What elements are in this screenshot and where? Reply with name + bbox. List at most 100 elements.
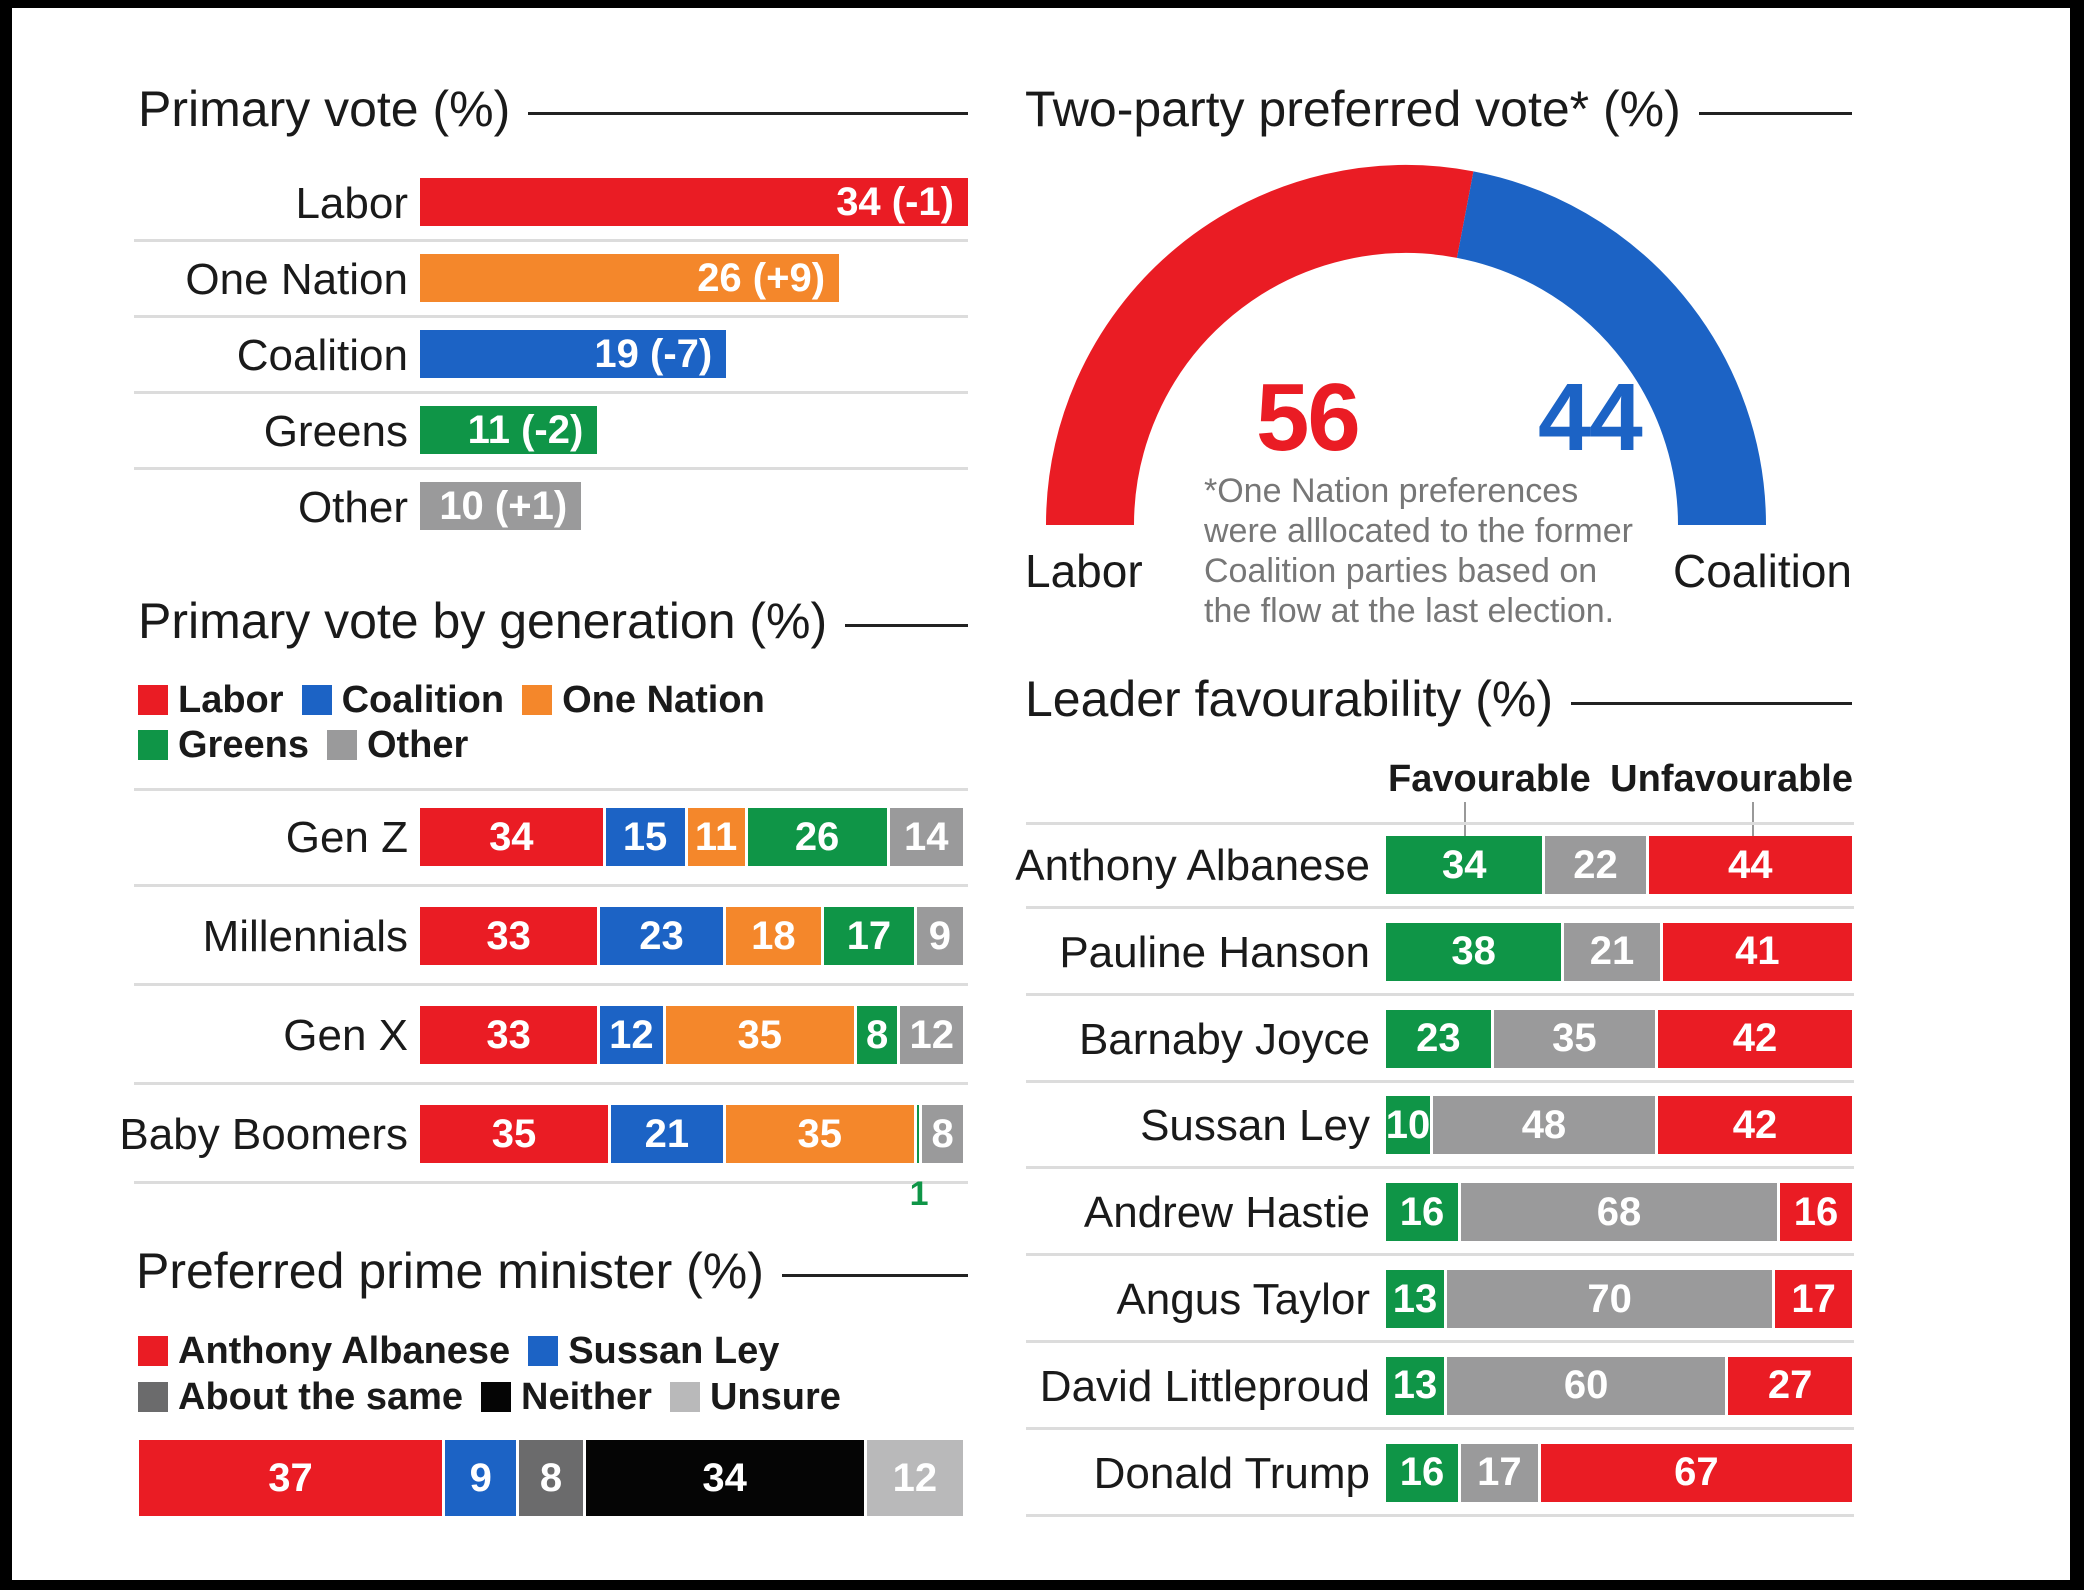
two-party-label-labor: Labor [1025, 545, 1143, 597]
generation-legend-swatch-4 [326, 730, 357, 760]
preferred-pm-seg-1: 9 [444, 1440, 517, 1516]
generation-row-3-seg-0: 35 [420, 1105, 609, 1163]
two-party-arc-0 [1046, 165, 1474, 526]
primary-vote-divider [134, 467, 968, 470]
generation-row-1-seg-0: 33 [420, 907, 598, 965]
unfavourable-header: Unfavourable [1610, 758, 1853, 800]
two-party-title: Two-party preferred vote* (%) [1025, 81, 1681, 137]
preferred-pm-title-rule [781, 1274, 968, 1277]
two-party-arc-1 [1456, 171, 1766, 526]
generation-divider [134, 884, 968, 887]
generation-title: Primary vote by generation (%) [138, 593, 828, 649]
generation-legend-swatch-2 [522, 685, 553, 715]
favourability-row-3-seg-1: 48 [1432, 1096, 1655, 1155]
favourability-row-2-seg-2: 42 [1658, 1009, 1852, 1068]
generation-divider [134, 788, 968, 791]
favourability-row-4-seg-0: 16 [1386, 1183, 1459, 1242]
favourability-label: Angus Taylor [1116, 1275, 1370, 1324]
favourability-label: David Littleproud [1039, 1361, 1370, 1411]
preferred-pm-legend-swatch-4 [669, 1382, 700, 1412]
favourability-row-2-seg-0: 23 [1386, 1009, 1491, 1068]
favourability-row-7-seg-0: 16 [1386, 1443, 1459, 1502]
generation-legend-swatch-3 [138, 730, 168, 760]
favourability-label: Donald Trump [1093, 1448, 1370, 1498]
generation-legend-label-2: One Nation [562, 679, 765, 721]
generation-row-3-seg-1: 21 [611, 1105, 723, 1163]
favourability-row-5-seg-1: 70 [1446, 1270, 1773, 1328]
preferred-pm-legend-label-3: Neither [521, 1376, 652, 1418]
preferred-pm-legend-label-4: Unsure [709, 1376, 841, 1418]
two-party-footnote: *One Nation preferences [1204, 472, 1579, 510]
favourable-header-tick [1464, 802, 1466, 836]
generation-row-2-seg-0: 33 [420, 1006, 598, 1064]
favourability-row-4-seg-1: 68 [1461, 1183, 1777, 1242]
favourability-divider [1026, 822, 1854, 825]
favourability-row-6-seg-0: 13 [1386, 1356, 1444, 1415]
favourability-divider [1026, 992, 1854, 996]
generation-legend-label-1: Coalition [341, 679, 505, 721]
primary-vote-label: Labor [295, 179, 408, 228]
generation-row-0-seg-2: 11 [687, 808, 745, 866]
generation-row-2-seg-2: 35 [665, 1006, 854, 1064]
favourability-row-7-seg-2: 67 [1540, 1443, 1852, 1502]
generation-divider [134, 1181, 968, 1184]
favourability-row-5-seg-2: 17 [1775, 1270, 1852, 1328]
favourability-row-7-seg-1: 17 [1461, 1443, 1538, 1502]
two-party-label-coalition: Coalition [1673, 545, 1852, 597]
preferred-pm-seg-3: 34 [585, 1440, 864, 1516]
favourability-row-1-seg-0: 38 [1386, 922, 1562, 981]
unfavourable-header-tick [1752, 802, 1754, 836]
generation-label: Gen X [283, 1011, 408, 1060]
preferred-pm-legend-label-0: Anthony Albanese [178, 1330, 511, 1372]
primary-vote-label: Other [297, 483, 408, 532]
favourability-row-4-seg-2: 16 [1779, 1183, 1852, 1242]
generation-outside-label: 1 [909, 1175, 929, 1213]
preferred-pm-seg-2: 8 [519, 1440, 583, 1516]
favourability-divider [1026, 1253, 1854, 1257]
generation-row-3-seg-2: 35 [725, 1105, 914, 1163]
favourability-divider [1026, 1513, 1854, 1517]
preferred-pm-seg-4: 12 [866, 1440, 963, 1516]
generation-legend-label-4: Other [366, 724, 469, 766]
primary-vote-label: Coalition [236, 331, 408, 380]
preferred-pm-legend-label-1: Sussan Ley [568, 1330, 780, 1372]
favourability-row-0-seg-1: 22 [1545, 836, 1646, 894]
generation-row-1-seg-1: 23 [600, 907, 723, 965]
generation-divider [134, 1082, 968, 1085]
generation-legend-label-0: Labor [178, 679, 284, 721]
primary-vote-bar: 11 (-2) [420, 406, 598, 454]
generation-row-0-seg-0: 34 [420, 808, 603, 866]
favourability-divider [1026, 1340, 1854, 1343]
generation-legend-swatch-0 [138, 685, 168, 715]
favourability-divider [1026, 1166, 1854, 1170]
primary-vote-label: One Nation [185, 255, 408, 304]
generation-row-3-seg-3 [916, 1105, 920, 1163]
generation-row-0-seg-3: 26 [747, 808, 887, 866]
generation-row-1-seg-4: 9 [916, 907, 963, 965]
favourability-label: Sussan Ley [1140, 1101, 1370, 1151]
generation-row-0-seg-1: 15 [605, 808, 685, 866]
favourability-label: Andrew Hastie [1083, 1188, 1370, 1238]
two-party-footnote: were alllocated to the former [1204, 512, 1633, 550]
favourability-title-rule [1571, 702, 1852, 705]
generation-legend-swatch-1 [301, 685, 332, 715]
preferred-pm-seg-0: 37 [139, 1440, 442, 1516]
two-party-value-coalition: 44 [1538, 364, 1643, 471]
favourability-label: Pauline Hanson [1059, 927, 1370, 977]
generation-label: Gen Z [285, 813, 408, 862]
favourability-row-6-seg-1: 60 [1446, 1356, 1726, 1415]
favourability-label: Anthony Albanese [1015, 841, 1370, 890]
generation-title-rule [845, 624, 968, 627]
primary-vote-divider [134, 239, 968, 242]
preferred-pm-legend-swatch-2 [138, 1382, 168, 1412]
preferred-pm-legend-swatch-0 [138, 1336, 168, 1366]
primary-vote-bar: 26 (+9) [420, 254, 840, 302]
generation-row-1-seg-3: 17 [824, 907, 914, 965]
favourable-header: Favourable [1388, 758, 1591, 800]
primary-vote-divider [134, 315, 968, 318]
favourability-title: Leader favourability (%) [1025, 671, 1554, 727]
generation-row-2-seg-4: 12 [900, 1006, 963, 1064]
generation-row-1-seg-2: 18 [725, 907, 822, 965]
favourability-row-3-seg-0: 10 [1386, 1096, 1430, 1155]
generation-label: Millennials [202, 912, 408, 961]
